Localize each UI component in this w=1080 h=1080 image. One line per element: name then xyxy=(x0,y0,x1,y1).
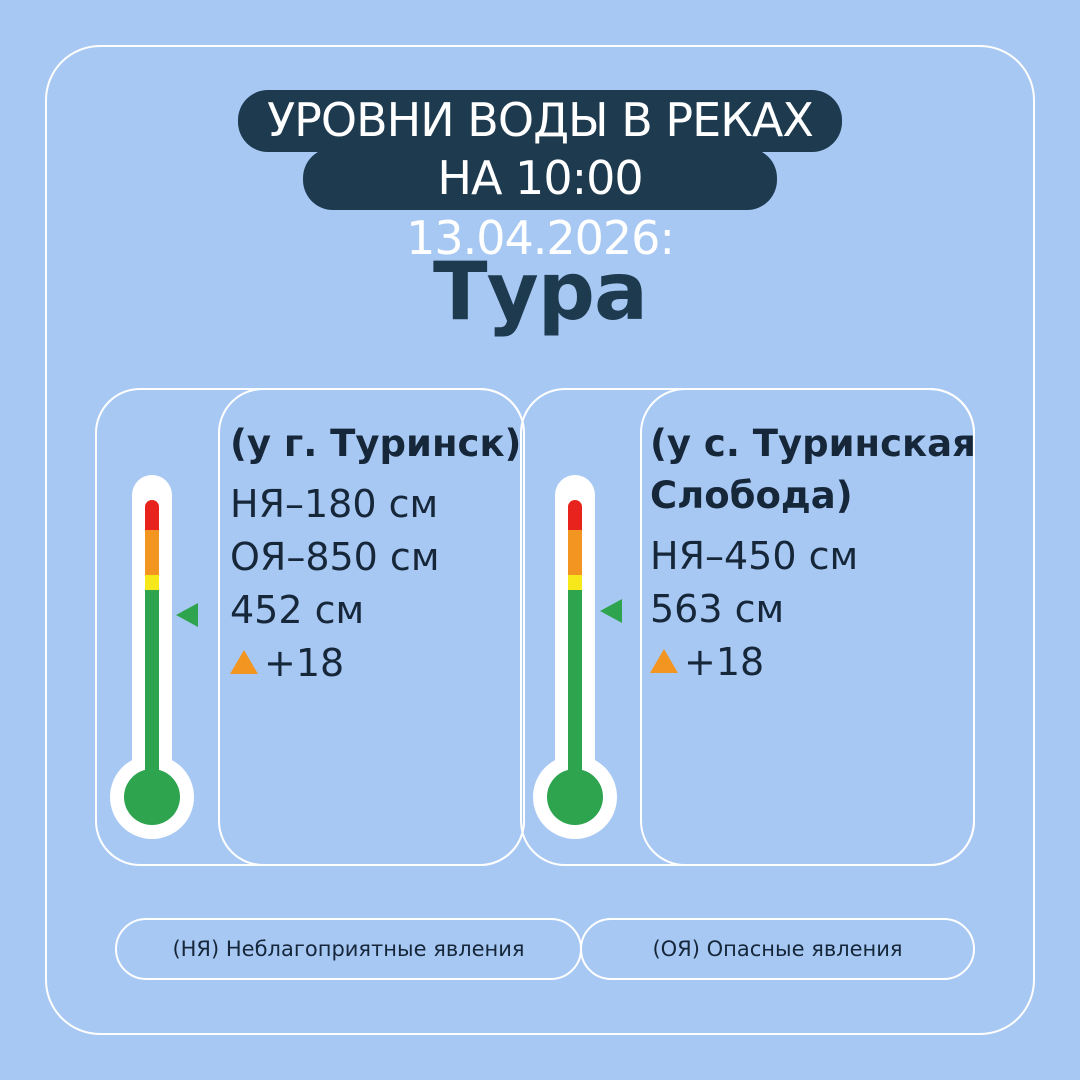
level-change: +18 xyxy=(230,637,521,690)
station-info-panel xyxy=(218,388,525,866)
change-value: +18 xyxy=(264,641,345,685)
station-name: (у с. Туринская Слобода) xyxy=(650,422,976,517)
river-name: Тура xyxy=(433,245,648,338)
station-text: (у с. Туринская Слобода) НЯ–450 см 563 см… xyxy=(650,418,976,689)
adverse-level: НЯ–180 см xyxy=(230,482,439,526)
current-level: 452 см xyxy=(230,588,365,632)
thermometer-icon xyxy=(525,475,625,875)
legend-adverse: (НЯ) Неблагоприятные явления xyxy=(115,918,582,980)
station-info-panel xyxy=(640,388,975,866)
title-line-1: УРОВНИ ВОДЫ В РЕКАХ xyxy=(238,90,842,152)
dangerous-level: ОЯ–850 см xyxy=(230,535,440,579)
current-level: 563 см xyxy=(650,587,785,631)
change-value: +18 xyxy=(684,640,765,684)
adverse-level: НЯ–450 см xyxy=(650,534,859,578)
level-marker-icon xyxy=(176,603,198,627)
station-text: (у г. Туринск) НЯ–180 см ОЯ–850 см 452 с… xyxy=(230,418,521,690)
station-name: (у г. Туринск) xyxy=(230,422,522,465)
level-change: +18 xyxy=(650,636,976,689)
outer-frame xyxy=(45,45,1035,1035)
title-line-2: НА 10:00 13.04.2026: xyxy=(303,148,777,265)
level-marker-icon xyxy=(600,599,622,623)
thermometer-icon xyxy=(102,475,202,875)
legend-dangerous: (ОЯ) Опасные явления xyxy=(580,918,975,980)
triangle-up-icon xyxy=(650,649,678,673)
triangle-up-icon xyxy=(230,650,258,674)
